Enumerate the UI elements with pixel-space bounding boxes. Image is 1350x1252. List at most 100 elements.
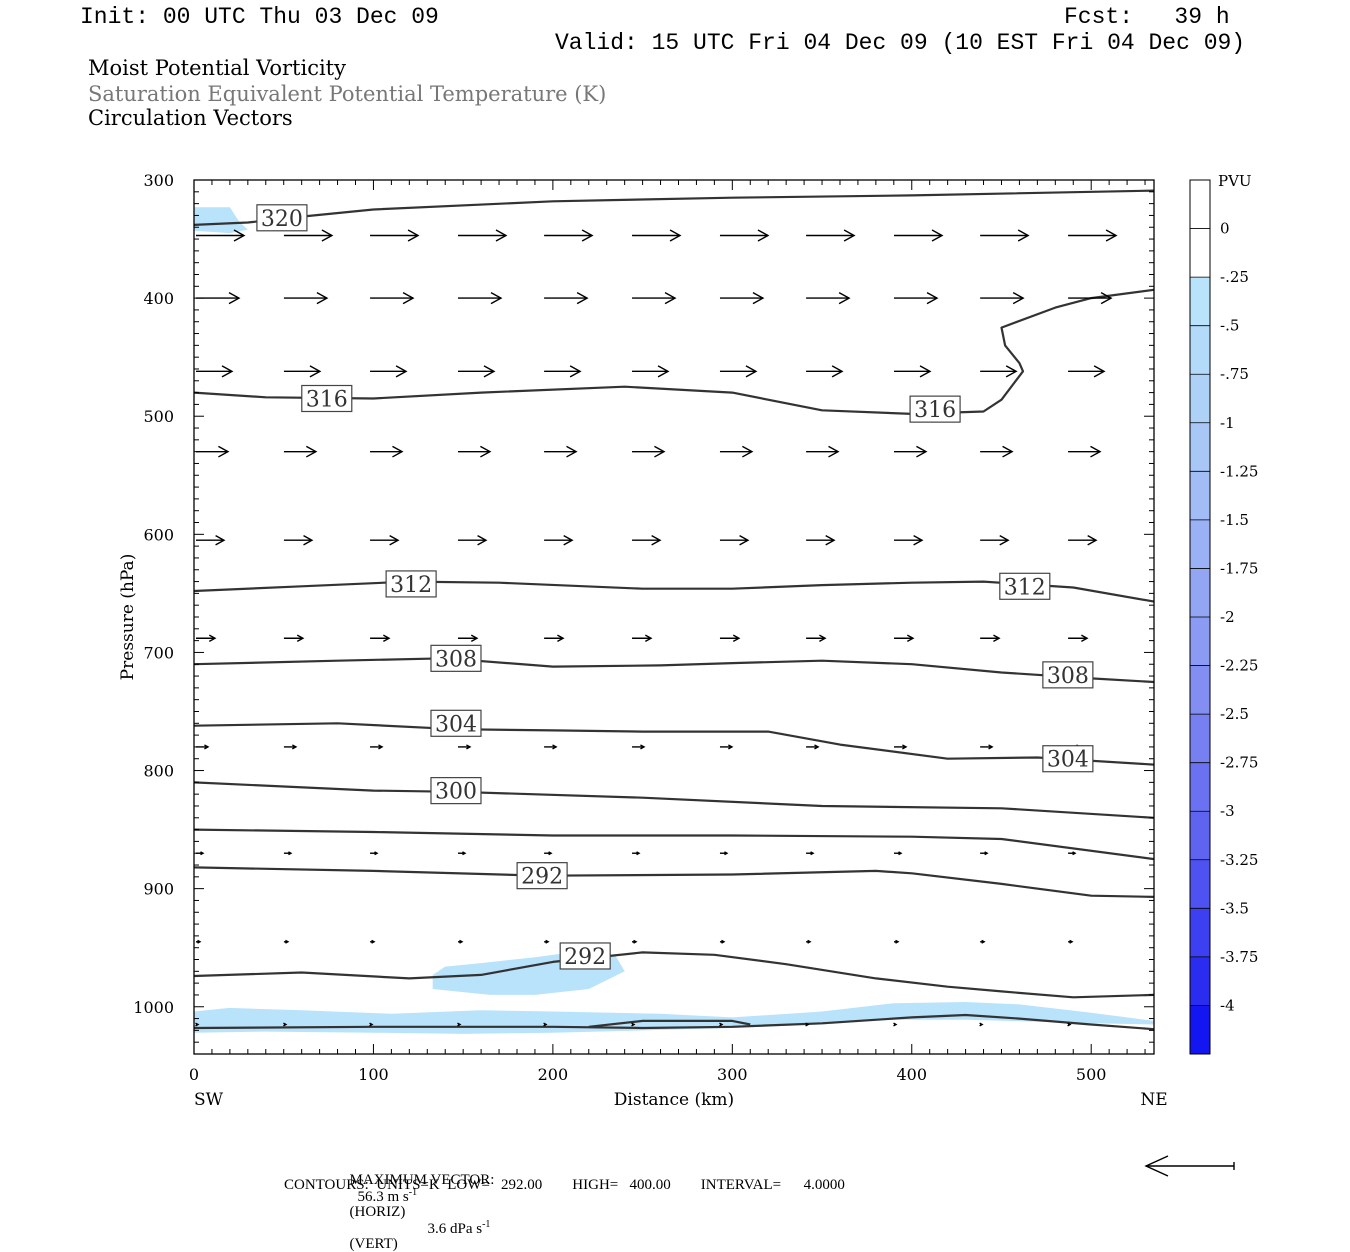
vector-arrow bbox=[1068, 445, 1102, 458]
vector-arrow bbox=[632, 634, 653, 643]
vector-head bbox=[495, 229, 508, 242]
vector-arrow bbox=[283, 445, 318, 458]
vector-head bbox=[926, 291, 939, 305]
vector-arrow bbox=[980, 445, 1014, 458]
vector-arrow bbox=[719, 851, 729, 856]
vector-head bbox=[470, 634, 479, 643]
vector-arrow bbox=[719, 939, 726, 944]
vector-arrow bbox=[283, 634, 305, 643]
vector-arrow bbox=[457, 229, 508, 242]
vector-head bbox=[906, 634, 915, 643]
vector-arrow bbox=[806, 229, 856, 242]
vector-arrow bbox=[806, 744, 820, 750]
y-tick-label: 600 bbox=[143, 525, 174, 544]
cross-section-plot: 320 316 316 312 312 308 308 304 304 300 292 292 0 10… bbox=[118, 171, 1258, 1177]
vector-head bbox=[309, 365, 322, 378]
contour-label-box bbox=[516, 862, 568, 890]
vector-head bbox=[1069, 939, 1074, 944]
vector-head bbox=[919, 365, 932, 378]
colorbar-swatch bbox=[1190, 277, 1210, 326]
vector-head bbox=[988, 744, 994, 750]
max-vector-arrow bbox=[1144, 1155, 1235, 1177]
colorbar-swatch bbox=[1190, 519, 1210, 569]
vector-arrow bbox=[196, 445, 230, 458]
vector-head bbox=[1100, 291, 1113, 305]
vector-arrow bbox=[806, 365, 844, 378]
contour-label: 308 bbox=[435, 647, 477, 672]
vector-arrow bbox=[1067, 1022, 1072, 1027]
vector-arrow bbox=[1068, 534, 1098, 546]
vector-arrow bbox=[719, 365, 758, 378]
vector-arrow bbox=[980, 851, 989, 856]
vector-arrow bbox=[457, 534, 488, 546]
contour-label-box bbox=[1042, 661, 1094, 689]
contour-label: 308 bbox=[1047, 664, 1089, 689]
forecast-hour: Fcst: 39 h bbox=[1064, 4, 1230, 30]
vector-head bbox=[752, 291, 765, 305]
vector-head bbox=[1072, 851, 1077, 856]
vector-head bbox=[898, 851, 903, 856]
vector-arrow bbox=[980, 744, 994, 750]
contour-label-box bbox=[909, 395, 961, 423]
vector-head bbox=[895, 939, 900, 944]
vector-arrow bbox=[544, 445, 578, 458]
vector-head bbox=[664, 291, 677, 305]
vector-arrow bbox=[894, 291, 939, 305]
vector-arrow bbox=[457, 1022, 462, 1027]
vector-head bbox=[1093, 365, 1106, 378]
colorbar-swatch bbox=[1190, 617, 1210, 666]
contour-line-unlabeled-10 bbox=[588, 1019, 751, 1028]
vector-head bbox=[483, 365, 496, 378]
colorbar-tick-label: -4 bbox=[1220, 996, 1235, 1014]
vector-head bbox=[566, 445, 578, 458]
vector-arrow bbox=[980, 634, 1001, 643]
vector-arrow bbox=[283, 291, 329, 305]
vector-arrow bbox=[631, 1022, 636, 1027]
max-vector-label: MAXIMUM VECTOR: bbox=[349, 1172, 495, 1188]
vector-arrow bbox=[283, 229, 334, 242]
vector-head bbox=[218, 445, 230, 458]
vector-head bbox=[291, 744, 298, 750]
colorbar-tick-label: -3 bbox=[1220, 802, 1235, 820]
vector-arrow bbox=[544, 365, 582, 378]
vector-arrow bbox=[196, 365, 234, 378]
colorbar-swatch bbox=[1190, 811, 1210, 860]
vector-arrow bbox=[1068, 634, 1089, 643]
contour-label-layer: 320 316 316 312 312 308 308 304 304 300 292 292 bbox=[256, 204, 1094, 970]
x-tick-label: 200 bbox=[538, 1065, 569, 1084]
vector-arrow bbox=[544, 634, 565, 643]
y-tick-label: 900 bbox=[143, 880, 174, 899]
x-right-end-label: NE bbox=[1140, 1090, 1167, 1110]
contour-label: 304 bbox=[435, 712, 477, 737]
vector-arrow bbox=[544, 851, 553, 856]
colorbar-swatch bbox=[1190, 665, 1210, 715]
vector-head bbox=[459, 939, 464, 944]
vector-arrow bbox=[1068, 851, 1077, 856]
contour-line-316-1 bbox=[193, 288, 1155, 415]
contour-line-320-0 bbox=[193, 189, 1155, 226]
vector-head bbox=[721, 939, 726, 944]
vector-arrow bbox=[979, 1022, 984, 1027]
contour-label-box bbox=[559, 942, 611, 970]
contour-label-box bbox=[430, 709, 482, 737]
mpv-fill-layer bbox=[194, 207, 1154, 1034]
colorbar-tick-label: -2.25 bbox=[1220, 657, 1258, 675]
vector-arrow bbox=[719, 634, 741, 643]
vector-arrow bbox=[457, 365, 496, 378]
contour-label-box bbox=[385, 570, 437, 598]
vector-arrow bbox=[719, 445, 754, 458]
vector-head bbox=[208, 634, 217, 643]
contour-label: 316 bbox=[306, 388, 348, 413]
vector-arrow bbox=[196, 939, 202, 944]
vector-arrow bbox=[283, 851, 293, 856]
vector-head bbox=[548, 851, 553, 856]
vector-head bbox=[825, 534, 836, 546]
x-tick-label: 300 bbox=[717, 1065, 748, 1084]
vector-arrow bbox=[894, 939, 900, 944]
contour-label: 300 bbox=[435, 780, 477, 805]
y-tick-label: 700 bbox=[143, 643, 174, 662]
vector-head bbox=[636, 851, 641, 856]
vector-arrow bbox=[806, 939, 812, 944]
vector-arrow bbox=[195, 1022, 200, 1027]
max-vector-text: MAXIMUM VECTOR: 56.3 m s-1 (HORIZ) 3.6 d… bbox=[342, 1158, 495, 1252]
